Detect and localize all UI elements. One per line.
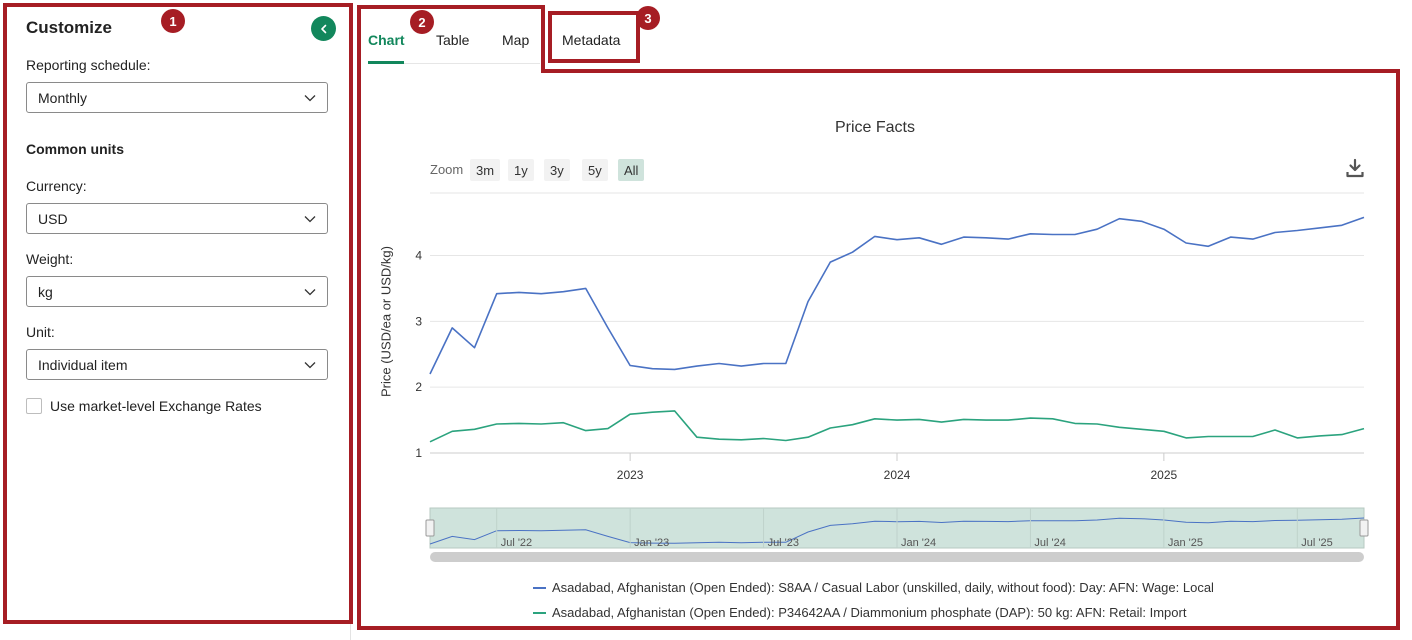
navigator-left-handle[interactable] xyxy=(425,519,435,537)
currency-label: Currency: xyxy=(26,178,87,194)
annotation-box-2-top xyxy=(357,5,545,73)
navigator-tick-label: Jul '24 xyxy=(1034,537,1065,549)
zoom-1y-button[interactable]: 1y xyxy=(508,159,534,181)
series-line-2[interactable] xyxy=(429,410,1365,443)
tab-table[interactable]: Table xyxy=(436,32,470,48)
annotation-badge-1: 1 xyxy=(161,9,185,33)
unit-label: Unit: xyxy=(26,324,55,340)
chevron-down-icon xyxy=(304,216,316,223)
y-tick-label: 3 xyxy=(415,314,422,328)
zoom-label: Zoom xyxy=(430,162,464,177)
chevron-down-icon xyxy=(304,362,316,369)
annotation-box-3 xyxy=(548,11,640,63)
annotation-box-2-body xyxy=(357,70,1400,630)
zoom-all-button[interactable]: All xyxy=(618,159,645,181)
legend-label: Asadabad, Afghanistan (Open Ended): P346… xyxy=(552,605,1187,620)
navigator-tick-label: Jul '22 xyxy=(501,537,532,549)
legend-label: Asadabad, Afghanistan (Open Ended): S8AA… xyxy=(552,580,1214,595)
annotation-box-1 xyxy=(3,3,353,624)
series-lines xyxy=(429,216,1365,443)
navigator-content: Jul '22 Jan '23 Jul '23 Jan '24 Jul '24 Jan '… xyxy=(425,507,1369,562)
x-tick-label: 2024 xyxy=(884,468,911,482)
collapse-sidebar-button[interactable] xyxy=(311,16,336,41)
tab-metadata[interactable]: Metadata xyxy=(562,32,621,48)
zoom-3y-button[interactable]: 3y xyxy=(544,159,570,181)
tab-chart[interactable]: Chart xyxy=(368,32,405,48)
reporting-schedule-label: Reporting schedule: xyxy=(26,57,151,73)
zoom-3m-button[interactable]: 3m xyxy=(470,159,501,181)
navigator-scrollbar[interactable] xyxy=(430,552,1364,562)
reporting-schedule-select[interactable]: Monthly xyxy=(26,82,328,113)
tab-map[interactable]: Map xyxy=(502,32,530,48)
zoom-5y-button[interactable]: 5y xyxy=(582,159,608,181)
x-tick-label: 2025 xyxy=(1151,468,1178,482)
weight-select[interactable]: kg xyxy=(26,276,328,307)
unit-select[interactable]: Individual item xyxy=(26,349,328,380)
download-icon[interactable] xyxy=(1344,157,1366,179)
legend-swatch xyxy=(533,611,546,614)
exchange-rates-checkbox-row[interactable]: Use market-level Exchange Rates xyxy=(26,398,262,414)
series-line-1[interactable] xyxy=(429,216,1365,375)
common-units-heading: Common units xyxy=(26,141,124,157)
x-tick-label: 2023 xyxy=(617,468,644,482)
exchange-rates-label: Use market-level Exchange Rates xyxy=(50,398,262,414)
gridlines xyxy=(430,192,1364,454)
navigator-tick-label: Jul '25 xyxy=(1301,537,1332,549)
reporting-schedule-value: Monthly xyxy=(38,89,88,106)
currency-value: USD xyxy=(38,210,68,227)
customize-sidebar: Customize Reporting schedule: Monthly Co… xyxy=(0,0,352,640)
price-line-chart: 1 2 3 4 2023 2024 2025 xyxy=(415,192,1365,482)
navigator-right-handle[interactable] xyxy=(1359,519,1369,537)
navigator-tick-label: Jan '23 xyxy=(634,537,669,549)
currency-select[interactable]: USD xyxy=(26,203,328,234)
x-tick-labels: 2023 2024 2025 xyxy=(617,453,1178,482)
tabs-divider xyxy=(368,63,540,64)
weight-value: kg xyxy=(38,283,53,300)
weight-label: Weight: xyxy=(26,251,74,267)
chevron-down-icon xyxy=(304,289,316,296)
navigator-tick-label: Jan '24 xyxy=(901,537,936,549)
y-tick-label: 4 xyxy=(415,249,422,263)
legend-item-series-2[interactable]: Asadabad, Afghanistan (Open Ended): P346… xyxy=(533,605,1186,620)
y-tick-label: 1 xyxy=(415,446,422,460)
active-tab-indicator xyxy=(368,61,404,64)
legend-swatch xyxy=(533,586,546,589)
navigator-tick-label: Jan '25 xyxy=(1168,537,1203,549)
sidebar-title: Customize xyxy=(26,18,112,37)
annotation-badge-2: 2 xyxy=(410,10,434,34)
range-navigator[interactable]: Jul '22 Jan '23 Jul '23 Jan '24 Jul '24 Jan '… xyxy=(420,504,1375,564)
annotation-box-2-top-edge xyxy=(541,69,1400,73)
y-tick-label: 2 xyxy=(415,380,422,394)
chart-title: Price Facts xyxy=(834,119,915,136)
exchange-rates-checkbox[interactable] xyxy=(26,398,42,414)
y-tick-labels: 1 2 3 4 xyxy=(415,249,422,460)
chevron-down-icon xyxy=(304,95,316,102)
unit-value: Individual item xyxy=(38,356,128,373)
chevron-left-icon xyxy=(320,24,326,33)
sidebar-edge-divider xyxy=(350,620,351,640)
navigator-tick-label: Jul '23 xyxy=(768,537,799,549)
legend-item-series-1[interactable]: Asadabad, Afghanistan (Open Ended): S8AA… xyxy=(533,580,1214,595)
annotation-badge-3: 3 xyxy=(636,6,660,30)
